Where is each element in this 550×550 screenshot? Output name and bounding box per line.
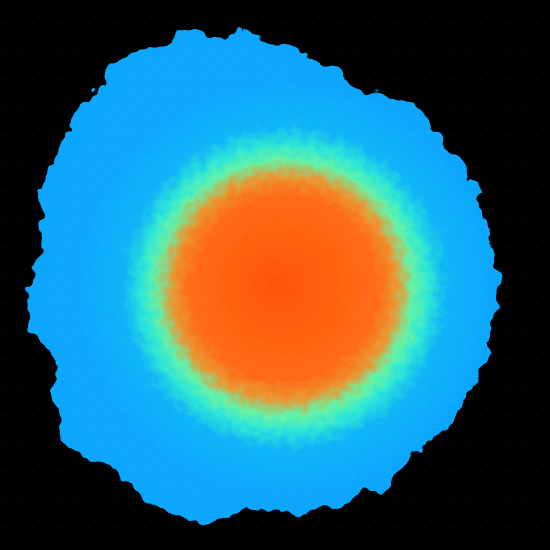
image-canvas [0,0,550,550]
texture-overlay [0,0,550,550]
heatmap-blob-image [0,0,550,550]
